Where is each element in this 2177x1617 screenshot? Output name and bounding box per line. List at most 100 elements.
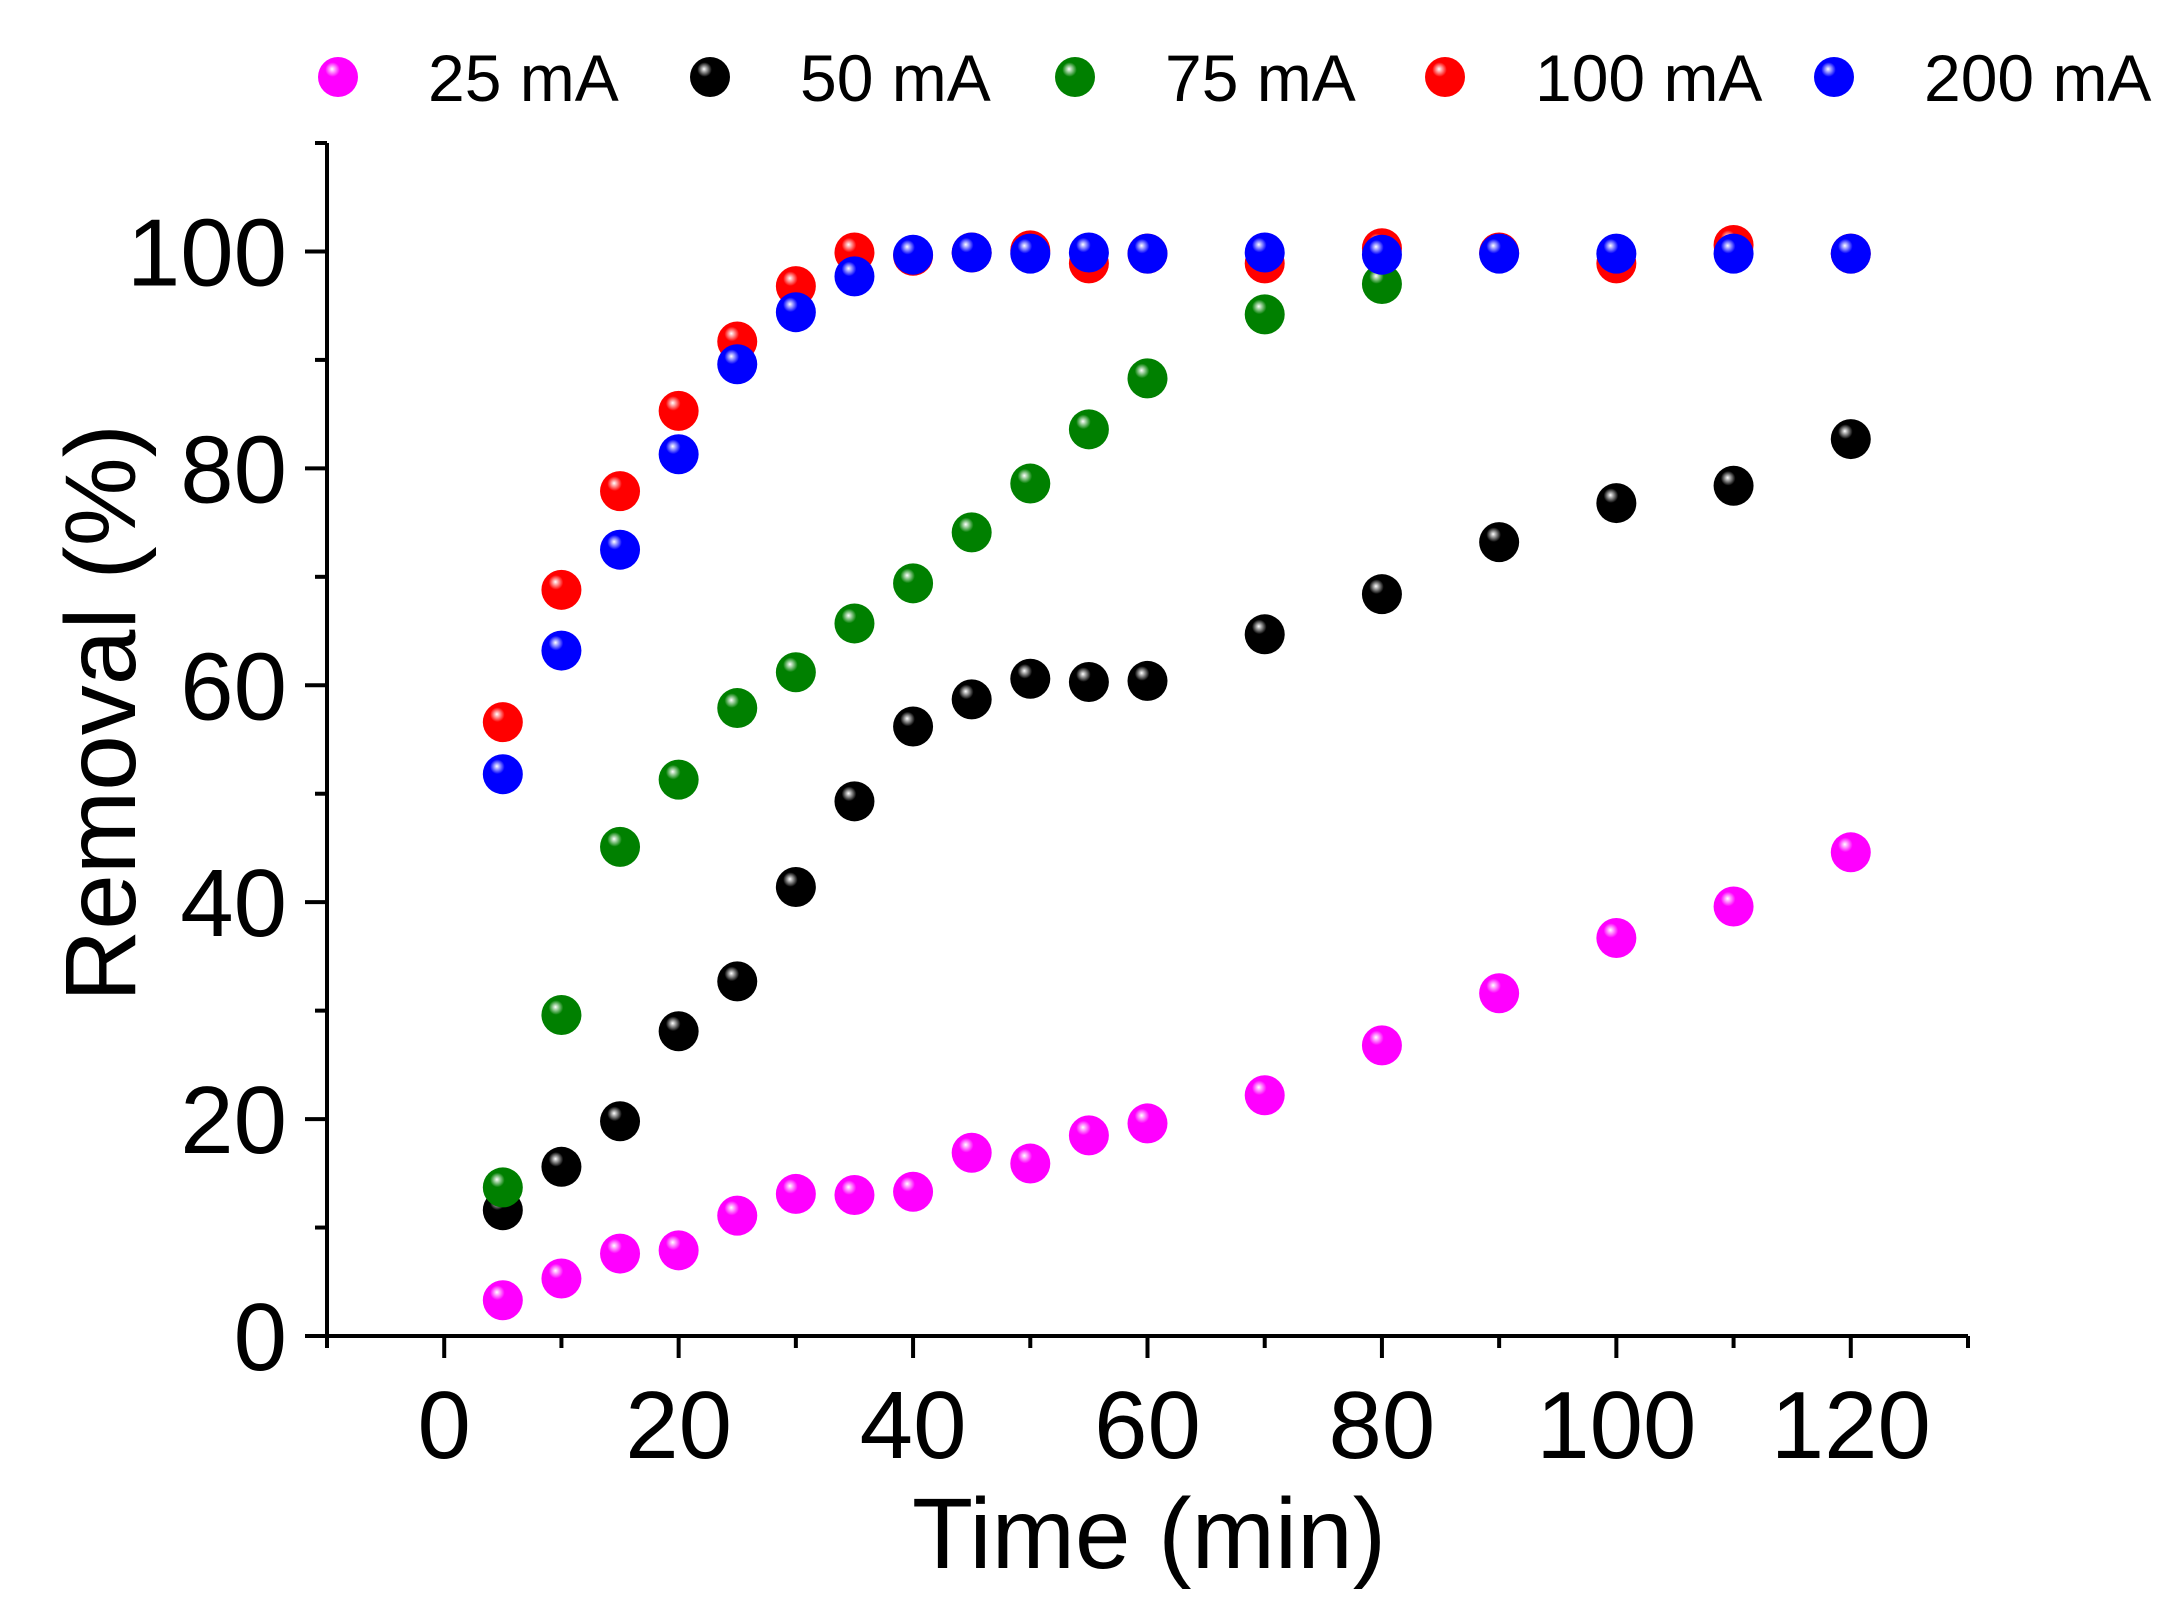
data-point bbox=[600, 1101, 641, 1142]
data-point bbox=[658, 1230, 699, 1271]
data-point bbox=[1068, 662, 1109, 703]
data-point bbox=[1479, 233, 1520, 274]
data-point bbox=[1830, 419, 1871, 460]
series-75-ma bbox=[482, 263, 1402, 1208]
data-point bbox=[658, 1011, 699, 1052]
data-point bbox=[1361, 263, 1402, 304]
legend-label: 200 mA bbox=[1924, 41, 2151, 115]
data-point bbox=[1713, 233, 1754, 274]
legend-marker bbox=[1425, 57, 1465, 97]
data-point bbox=[1010, 658, 1051, 699]
data-point bbox=[717, 344, 758, 385]
legend-label: 25 mA bbox=[428, 41, 619, 115]
data-point bbox=[1127, 358, 1168, 399]
data-point bbox=[1244, 232, 1285, 273]
data-point bbox=[951, 1132, 992, 1173]
y-tick-label: 100 bbox=[127, 199, 287, 306]
data-point bbox=[658, 759, 699, 800]
data-point bbox=[1068, 409, 1109, 450]
series-25-ma bbox=[482, 832, 1871, 1321]
data-point bbox=[1010, 233, 1051, 274]
data-point bbox=[775, 866, 816, 907]
data-point bbox=[834, 256, 875, 297]
data-point bbox=[951, 232, 992, 273]
data-point bbox=[775, 1173, 816, 1214]
data-point bbox=[1361, 574, 1402, 615]
data-points bbox=[482, 224, 1871, 1321]
series-200-ma bbox=[482, 232, 1871, 795]
data-point bbox=[834, 781, 875, 822]
legend-item: 50 mA bbox=[690, 41, 991, 115]
data-point bbox=[600, 826, 641, 867]
x-tick-label: 0 bbox=[418, 1372, 471, 1479]
data-point bbox=[658, 390, 699, 431]
x-tick-label: 80 bbox=[1329, 1372, 1436, 1479]
x-tick-label: 40 bbox=[860, 1372, 967, 1479]
data-point bbox=[1244, 294, 1285, 335]
data-point bbox=[1830, 233, 1871, 274]
data-point bbox=[1068, 1115, 1109, 1156]
data-point bbox=[834, 603, 875, 644]
series-100-ma bbox=[482, 224, 1871, 743]
x-axis-title: Time (min) bbox=[912, 1478, 1386, 1590]
data-point bbox=[775, 292, 816, 333]
data-point bbox=[1713, 886, 1754, 927]
data-point bbox=[1479, 522, 1520, 563]
legend-label: 75 mA bbox=[1165, 41, 1356, 115]
data-point bbox=[893, 706, 934, 747]
data-point bbox=[1713, 465, 1754, 506]
data-point bbox=[482, 702, 523, 743]
data-point bbox=[482, 1280, 523, 1321]
data-point bbox=[1010, 1143, 1051, 1184]
legend-label: 50 mA bbox=[800, 41, 991, 115]
legend-item: 25 mA bbox=[318, 41, 619, 115]
data-point bbox=[1244, 1075, 1285, 1116]
data-point bbox=[482, 1167, 523, 1208]
data-point bbox=[717, 961, 758, 1002]
series-50-ma bbox=[482, 419, 1871, 1231]
data-point bbox=[1361, 234, 1402, 275]
data-point bbox=[1596, 233, 1637, 274]
data-point bbox=[717, 688, 758, 729]
data-point bbox=[482, 754, 523, 795]
y-tick-label: 40 bbox=[180, 850, 287, 957]
data-point bbox=[600, 471, 641, 512]
data-point bbox=[541, 1146, 582, 1187]
data-point bbox=[1830, 832, 1871, 873]
data-point bbox=[541, 569, 582, 610]
y-tick-label: 80 bbox=[180, 416, 287, 523]
x-tick-label: 20 bbox=[625, 1372, 732, 1479]
data-point bbox=[1244, 614, 1285, 655]
data-point bbox=[541, 994, 582, 1035]
data-point bbox=[893, 1171, 934, 1212]
legend-label: 100 mA bbox=[1535, 41, 1762, 115]
data-point bbox=[893, 234, 934, 275]
data-point bbox=[1010, 463, 1051, 504]
y-axis-title: Removal (%) bbox=[45, 424, 157, 1002]
data-point bbox=[834, 1175, 875, 1216]
y-axis-ticks: 0 20 40 60 80 100 bbox=[127, 141, 327, 1391]
x-tick-label: 120 bbox=[1771, 1372, 1931, 1479]
data-point bbox=[1479, 973, 1520, 1014]
data-point bbox=[1127, 660, 1168, 701]
data-point bbox=[658, 434, 699, 475]
x-tick-label: 60 bbox=[1094, 1372, 1201, 1479]
data-point bbox=[541, 1258, 582, 1299]
legend-marker bbox=[1055, 57, 1095, 97]
data-point bbox=[600, 529, 641, 570]
data-point bbox=[1361, 1025, 1402, 1066]
data-point bbox=[1127, 1103, 1168, 1144]
legend-marker bbox=[318, 57, 358, 97]
x-axis-ticks: 0 20 40 60 80 100 120 bbox=[325, 1336, 1970, 1479]
data-point bbox=[600, 1233, 641, 1274]
legend-marker bbox=[690, 57, 730, 97]
y-tick-label: 60 bbox=[180, 633, 287, 740]
legend-marker bbox=[1814, 57, 1854, 97]
x-tick-label: 100 bbox=[1536, 1372, 1696, 1479]
data-point bbox=[717, 1195, 758, 1236]
data-point bbox=[1068, 232, 1109, 273]
legend: 25 mA 50 mA 75 mA 100 mA 200 mA bbox=[318, 41, 2151, 115]
legend-item: 100 mA bbox=[1425, 41, 1762, 115]
